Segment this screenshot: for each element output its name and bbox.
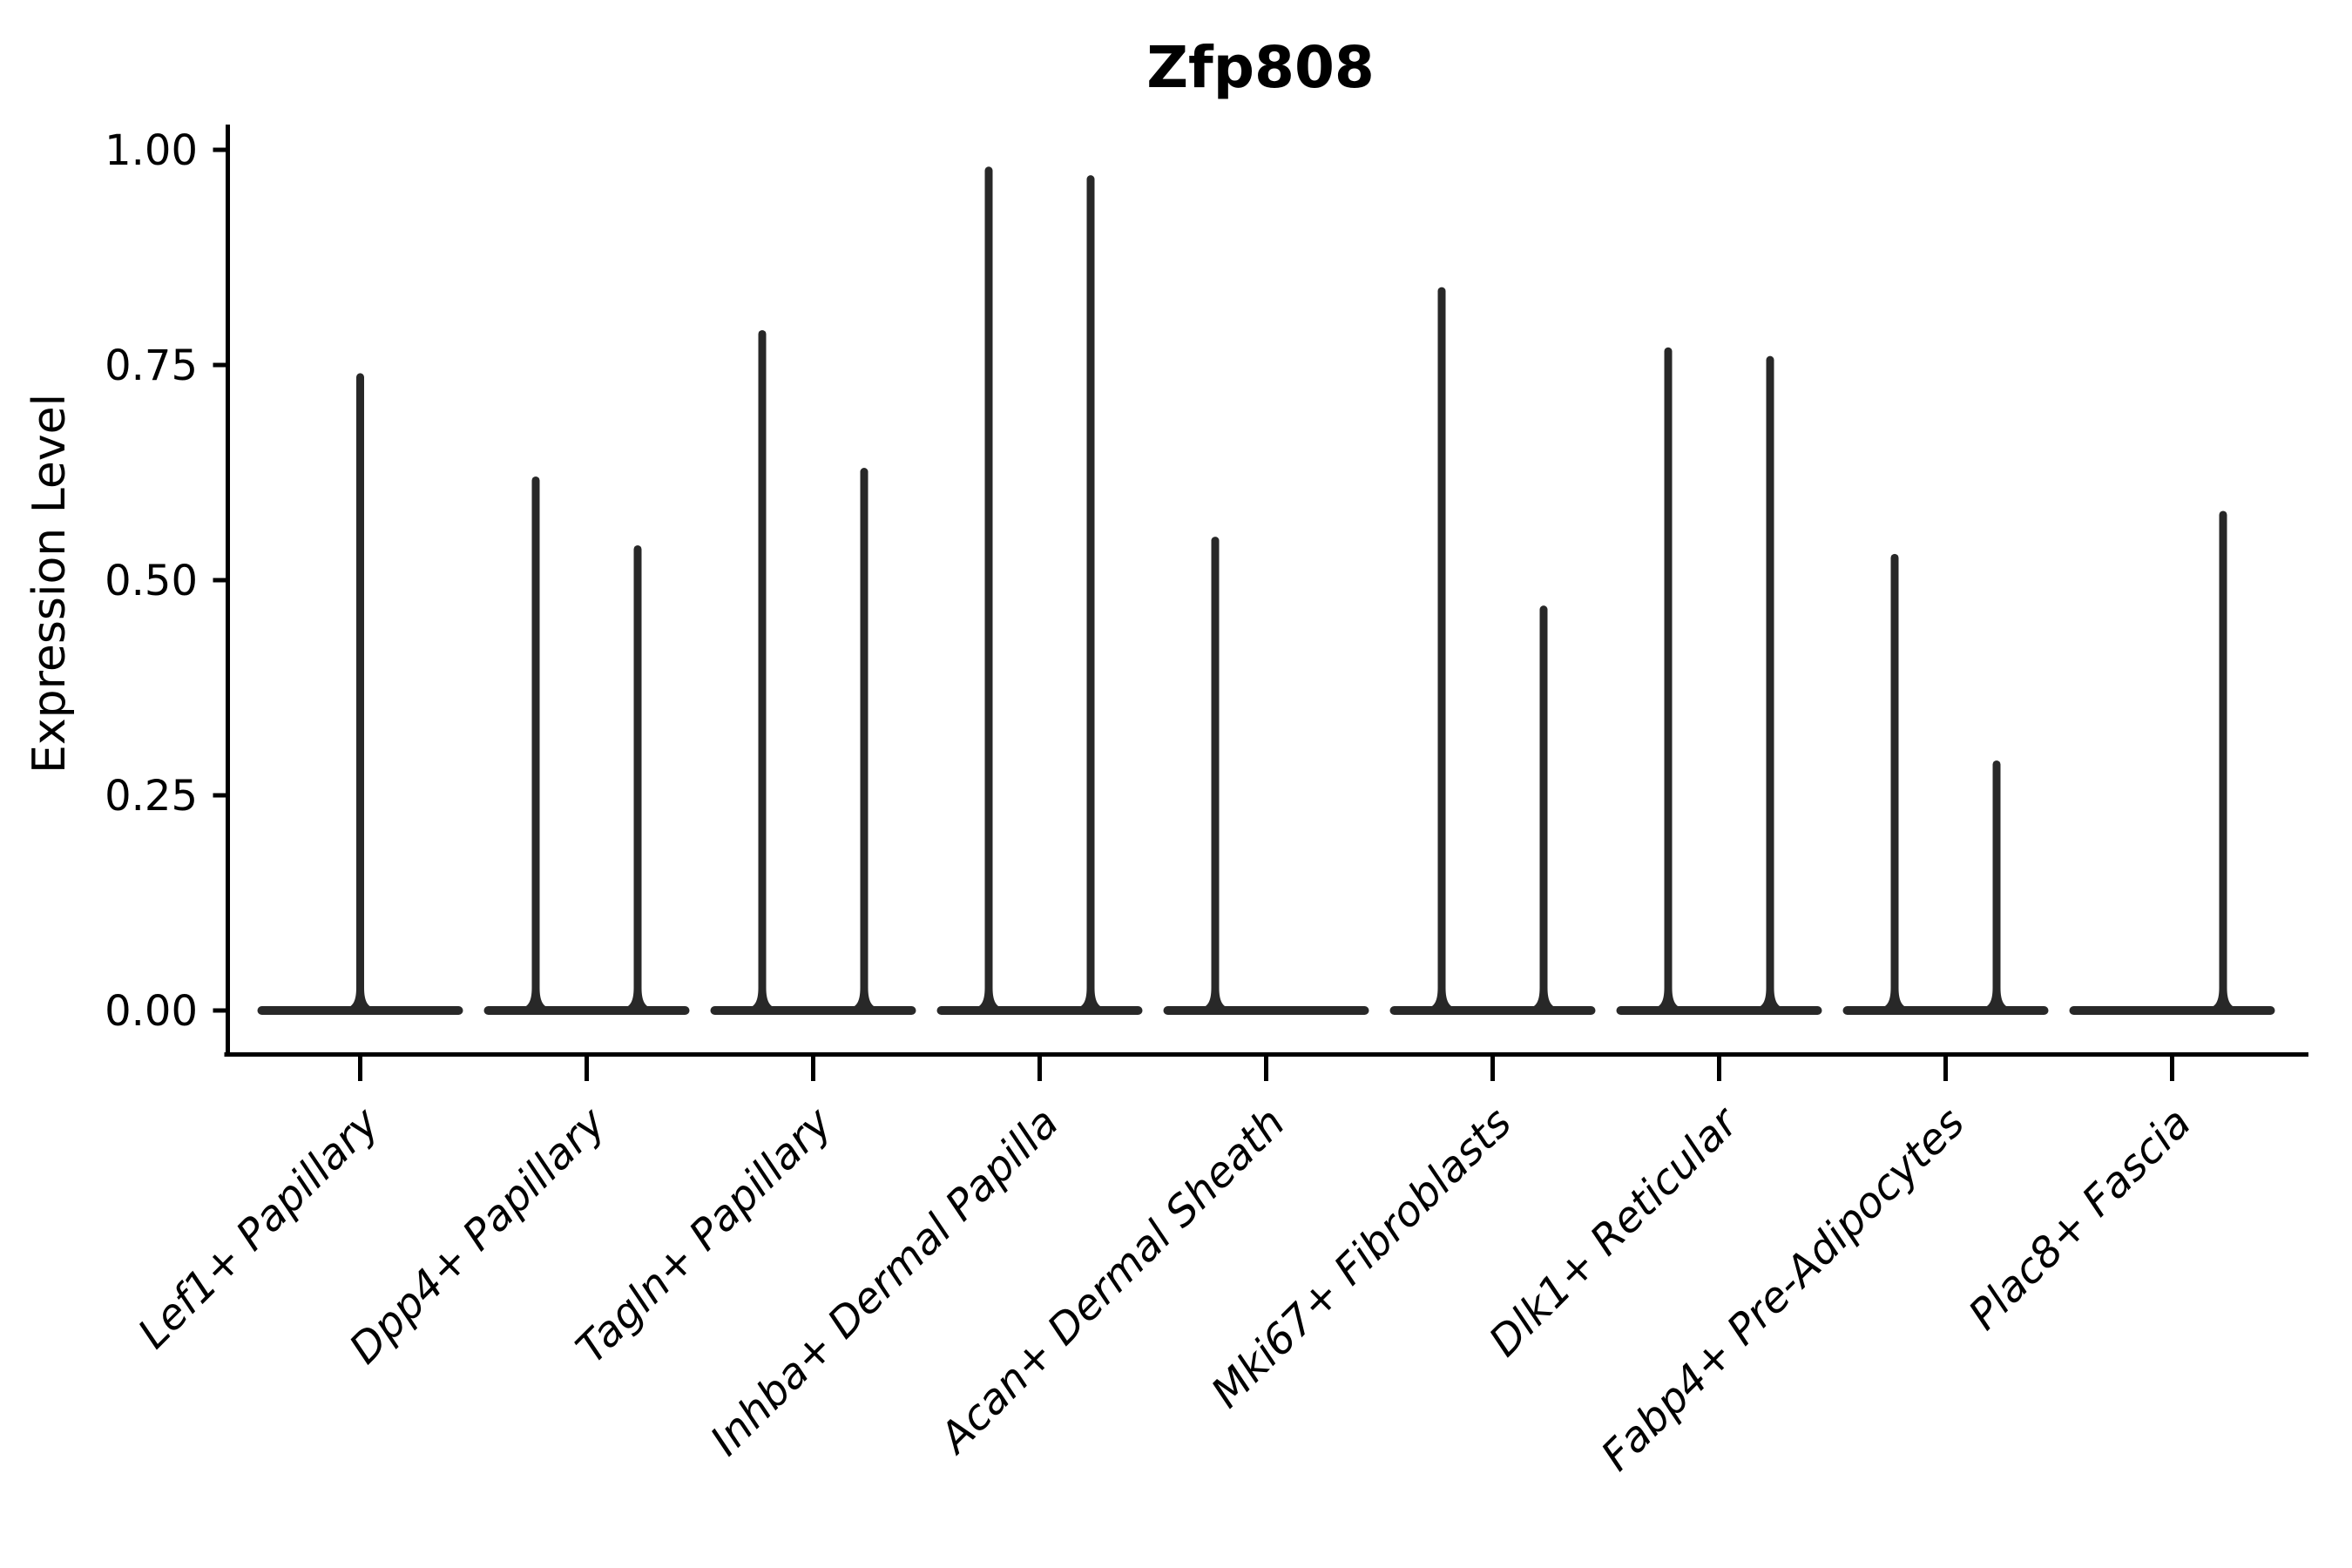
chart-title: Zfp808 bbox=[1146, 34, 1375, 101]
x-tick-label: Fabp4+ Pre-Adipocytes bbox=[1592, 1098, 1974, 1481]
violin-spike-flare bbox=[347, 988, 374, 1008]
violin-base bbox=[2069, 1006, 2275, 1015]
violin-base bbox=[936, 1006, 1143, 1015]
violin-base bbox=[1389, 1006, 1596, 1015]
y-axis-ticks: 0.00 0.25 0.50 0.75 1.00 bbox=[105, 126, 228, 1036]
x-tick-label: Plac8+ Fascia bbox=[1959, 1098, 2200, 1340]
x-tick-label: Dlk1+ Reticular bbox=[1480, 1097, 1750, 1367]
violin-spike-flare bbox=[625, 988, 651, 1008]
y-tick-label: 0.75 bbox=[105, 341, 198, 390]
y-tick-label: 0.00 bbox=[105, 987, 198, 1036]
violin-spike-flare bbox=[1531, 988, 1557, 1008]
violin-spike-flare bbox=[1202, 988, 1228, 1008]
y-tick-label: 1.00 bbox=[105, 126, 198, 175]
violin-spike-flare bbox=[1882, 988, 1908, 1008]
violin-spike-flare bbox=[1429, 988, 1455, 1008]
violin-base bbox=[1616, 1006, 1822, 1015]
violin-spike-flare bbox=[1078, 988, 1104, 1008]
x-tick-label: Lef1+ Papillary bbox=[129, 1098, 389, 1358]
violin-spike-flare bbox=[749, 988, 775, 1008]
violin-spike-flare bbox=[1655, 988, 1681, 1008]
violin-base bbox=[1842, 1006, 2049, 1015]
y-tick-label: 0.50 bbox=[105, 557, 198, 605]
violin-spike-flare bbox=[1757, 988, 1783, 1008]
y-tick-label: 0.25 bbox=[105, 772, 198, 821]
violin-spike-flare bbox=[523, 988, 549, 1008]
violin-spike-flare bbox=[1984, 988, 2010, 1008]
violin-spike-flare bbox=[2210, 988, 2236, 1008]
y-axis-label: Expression Level bbox=[24, 394, 76, 774]
violin-base bbox=[710, 1006, 916, 1015]
violin-spike-flare bbox=[976, 988, 1002, 1008]
violin-spike-flare bbox=[851, 988, 877, 1008]
axes-spines bbox=[224, 125, 2308, 1057]
violin-glyphs bbox=[257, 166, 2275, 1015]
violin-base bbox=[1163, 1006, 1369, 1015]
violin-base bbox=[483, 1006, 690, 1015]
